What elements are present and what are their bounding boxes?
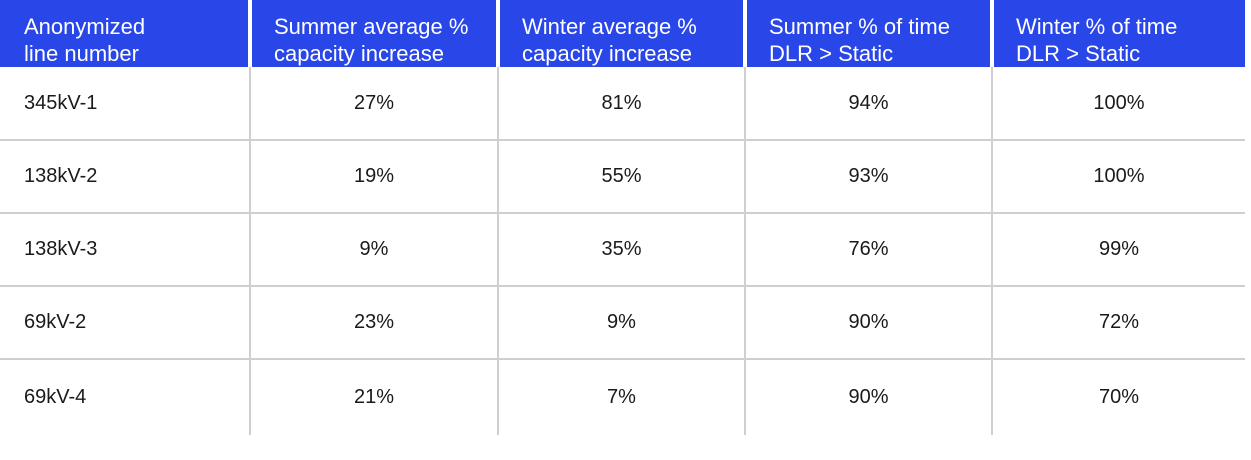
header-winter-capacity: Winter average % capacity increase [496, 0, 745, 67]
header-summer-time-line1: Summer % of time [769, 14, 950, 39]
cell-summer-time: 93% [744, 139, 992, 213]
cell-winter-time: 99% [991, 212, 1245, 286]
cell-summer-capacity: 27% [249, 67, 498, 140]
cell-summer-time: 76% [744, 212, 992, 286]
cell-winter-capacity: 7% [497, 358, 745, 435]
header-row: Anonymized line number Summer average % … [0, 0, 1245, 67]
cell-line-number: 345kV-1 [24, 91, 98, 114]
cell-summer-capacity: 21% [249, 358, 498, 435]
header-winter-capacity-line1: Winter average % [522, 14, 697, 39]
header-summer-time: Summer % of time DLR > Static [743, 0, 992, 67]
table-row: 345kV-1 27% 81% 94% 100% [0, 67, 1245, 140]
table-body: 345kV-1 27% 81% 94% 100% 138kV-2 19% 55%… [0, 67, 1245, 435]
cell-summer-capacity: 19% [249, 139, 498, 213]
cell-line-number: 69kV-2 [0, 285, 250, 359]
table-row: 69kV-4 21% 7% 90% 70% [0, 358, 1245, 435]
header-summer-capacity-line1: Summer average % [274, 14, 469, 39]
cell-line-number: 138kV-2 [0, 139, 250, 213]
cell-winter-time: 100% [991, 67, 1245, 140]
header-winter-capacity-line2: capacity increase [522, 41, 692, 66]
cell-winter-capacity: 81% [497, 67, 745, 140]
cell-winter-time: 100% [991, 139, 1245, 213]
cell-winter-time: 72% [991, 285, 1245, 359]
header-winter-time: Winter % of time DLR > Static [990, 0, 1245, 67]
header-line-number: Anonymized line number [0, 0, 250, 67]
header-line-number-line1: Anonymized [24, 14, 146, 39]
header-winter-time-line2: DLR > Static [1016, 41, 1141, 66]
cell-line-number: 69kV-4 [0, 358, 250, 435]
header-summer-capacity: Summer average % capacity increase [248, 0, 498, 67]
table-header: Anonymized line number Summer average % … [0, 0, 1245, 67]
header-line-number-line2: line number [24, 41, 139, 66]
header-summer-capacity-line2: capacity increase [274, 41, 444, 66]
cell-summer-capacity: 23% [249, 285, 498, 359]
cell-line-number: 138kV-3 [0, 212, 250, 286]
table-row: 138kV-3 9% 35% 76% 99% [0, 212, 1245, 286]
table-row: 138kV-2 19% 55% 93% 100% [0, 139, 1245, 213]
table-row: 69kV-2 23% 9% 90% 72% [0, 285, 1245, 359]
header-winter-time-line1: Winter % of time [1016, 14, 1178, 39]
cell-winter-capacity: 55% [497, 139, 745, 213]
cell-summer-time: 90% [744, 358, 992, 435]
header-summer-time-line2: DLR > Static [769, 41, 894, 66]
cell-summer-time: 94% [744, 67, 992, 140]
cell-summer-time: 90% [744, 285, 992, 359]
cell-summer-capacity: 9% [249, 212, 498, 286]
cell-winter-capacity: 35% [497, 212, 745, 286]
dlr-capacity-table: Anonymized line number Summer average % … [0, 0, 1245, 435]
cell-winter-time: 70% [991, 358, 1245, 435]
cell-winter-capacity: 9% [497, 285, 745, 359]
